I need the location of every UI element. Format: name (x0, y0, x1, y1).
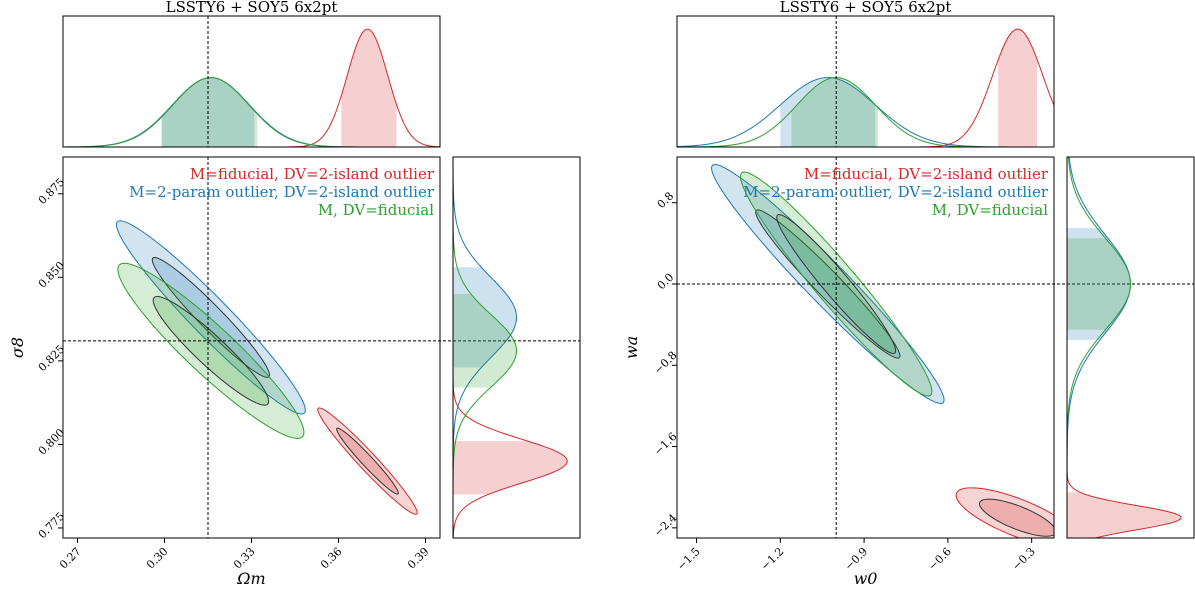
side-curve-blue (1067, 157, 1131, 538)
main-frame (676, 156, 1055, 539)
panel-title: LSSTY6 + SOY5 6x2pt (166, 0, 338, 16)
y-axis-label: σ8 (8, 337, 27, 358)
side-marginal (1067, 157, 1182, 538)
side-frame (452, 156, 581, 539)
top-marginal (677, 28, 1054, 147)
x-tick-label: 0.27 (57, 545, 84, 572)
top-marginal (63, 28, 440, 147)
contour-blue-95 (115, 220, 306, 415)
side-interval-green (453, 294, 517, 388)
y-axis-label: wa (622, 336, 641, 359)
side-interval-blue (1067, 228, 1131, 340)
top-interval-blue (780, 77, 876, 147)
top-frame (676, 15, 1055, 148)
legend-entry-green: M, DV=fiducial (318, 201, 434, 219)
side-frame (1066, 156, 1195, 539)
side-curve-red (1067, 157, 1182, 538)
side-interval-red (1067, 492, 1182, 538)
x-tick-label: 0.36 (318, 545, 345, 572)
x-tick-label: −0.6 (926, 545, 954, 573)
panel-title: LSSTY6 + SOY5 6x2pt (780, 0, 952, 16)
top-curve-red (677, 28, 1054, 147)
top-curve-red (63, 28, 440, 147)
x-tick-label: 0.39 (405, 545, 432, 572)
side-curve-green (1067, 157, 1131, 538)
x-tick-label: −1.5 (675, 545, 703, 573)
contour-area (711, 164, 1054, 538)
corner-panel-2: LSSTY6 + SOY5 6x2pt−1.5 −1.2 −0.9 −0.6 −0.3−… (622, 0, 1195, 588)
side-interval-red (453, 441, 568, 495)
legend-entry-red: M=fiducial, DV=2-island outlier (804, 165, 1049, 183)
x-tick-label: 0.33 (231, 545, 258, 572)
top-interval-red (998, 29, 1038, 147)
top-interval-red (341, 29, 397, 147)
legend-entry-red: M=fiducial, DV=2-island outlier (190, 165, 435, 183)
y-tick-label: 0.0 (655, 271, 677, 293)
contour-red-68 (336, 427, 399, 495)
side-interval-blue (453, 267, 517, 368)
top-interval-green (791, 77, 879, 147)
top-interval-green (161, 77, 258, 147)
y-tick-label: 0.8 (655, 189, 677, 211)
x-tick-label: −0.3 (1010, 545, 1038, 573)
contour-area (115, 220, 418, 515)
contour-red-68 (979, 498, 1054, 537)
x-tick-label: −1.2 (758, 545, 786, 573)
contour-red-95 (317, 407, 418, 515)
y-tick-label: −0.8 (651, 349, 679, 377)
side-marginal (453, 157, 568, 538)
contour-green-95 (117, 262, 305, 439)
top-frame (62, 15, 441, 148)
y-tick-label: −2.4 (651, 511, 679, 539)
contour-green-68 (152, 296, 270, 406)
y-tick-label: −1.6 (651, 430, 679, 458)
legend-entry-blue: M=2-param outlier, DV=2-island outlier (743, 183, 1049, 201)
legend-entry-green: M, DV=fiducial (932, 201, 1048, 219)
x-tick-label: 0.30 (144, 545, 171, 572)
x-axis-label: w0 (854, 569, 878, 588)
side-curve-red (453, 157, 568, 538)
legend-entry-blue: M=2-param outlier, DV=2-island outlier (129, 183, 435, 201)
contour-red-95 (955, 487, 1054, 538)
x-axis-label: Ωm (236, 569, 265, 588)
side-interval-green (1067, 238, 1131, 330)
